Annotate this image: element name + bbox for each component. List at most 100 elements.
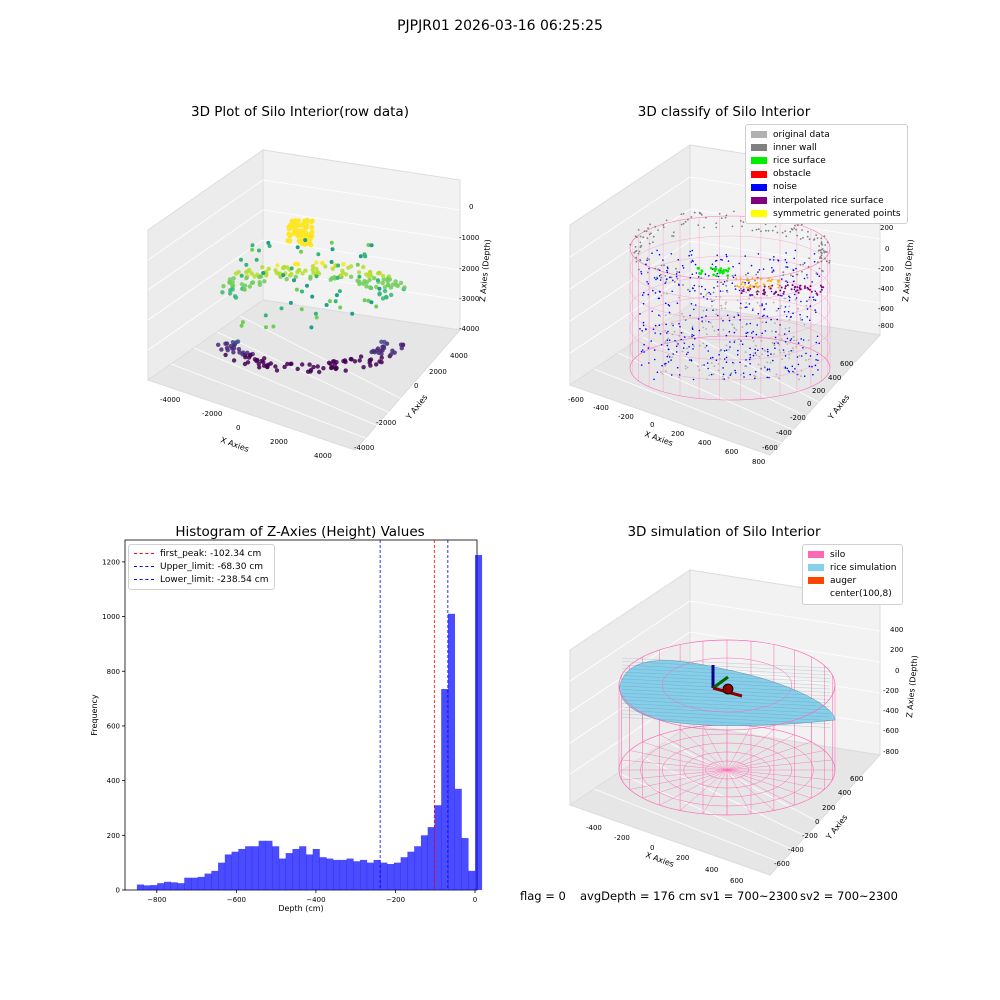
legend-swatch	[808, 551, 824, 559]
noise-point	[660, 344, 663, 346]
z-tick: -400	[878, 285, 894, 293]
data-point	[331, 359, 337, 364]
noise-point	[813, 298, 815, 301]
z-tick: 400	[890, 626, 903, 634]
y-tick: 0	[807, 400, 811, 408]
grid-line	[262, 179, 461, 211]
noise-point	[758, 269, 761, 271]
wall-point	[680, 223, 683, 226]
data-point	[300, 289, 304, 294]
noise-point	[761, 332, 763, 335]
noise-point	[675, 275, 678, 278]
data-point	[346, 265, 351, 270]
noise-point	[808, 296, 811, 299]
original-point	[783, 367, 786, 369]
noise-point	[749, 356, 752, 359]
legend-item-noise: noise	[751, 181, 901, 194]
original-point	[717, 369, 720, 372]
noise-point	[816, 353, 819, 356]
z-tick: -200	[883, 687, 899, 695]
noise-point	[789, 296, 791, 299]
noise-point	[741, 343, 744, 346]
rice-mesh-line	[621, 710, 831, 721]
data-point	[309, 225, 315, 231]
y-tick-label: 1000	[102, 613, 120, 621]
data-point	[239, 273, 244, 278]
x-tick-label: −400	[306, 896, 325, 904]
noise-point	[757, 312, 760, 315]
x-tick: -400	[593, 404, 609, 412]
wall-point	[826, 241, 829, 244]
wall-point	[818, 249, 820, 252]
noise-point	[766, 315, 769, 318]
histogram-bar	[292, 848, 300, 890]
noise-point	[737, 349, 739, 352]
noise-point	[708, 291, 710, 294]
wall-point	[650, 232, 652, 235]
z-tick: 200	[880, 224, 893, 232]
noise-point	[777, 307, 780, 310]
data-point	[279, 306, 284, 311]
legend-swatch	[751, 210, 767, 218]
data-point	[390, 348, 395, 353]
noise-point	[757, 253, 760, 255]
noise-point	[749, 373, 751, 376]
wall-point	[790, 228, 793, 230]
noise-point	[817, 369, 819, 371]
noise-point	[669, 276, 671, 279]
symmetric-point	[751, 285, 754, 288]
noise-point	[797, 342, 800, 344]
noise-point	[664, 282, 666, 284]
wall-point	[638, 250, 641, 253]
data-point	[375, 278, 380, 283]
wall-point	[802, 236, 804, 239]
noise-point	[668, 356, 671, 358]
wall-point	[806, 235, 809, 238]
wall-point	[697, 224, 700, 226]
symmetric-point	[763, 283, 766, 286]
noise-point	[694, 304, 697, 306]
noise-point	[708, 321, 710, 323]
original-point	[659, 315, 662, 317]
data-point	[308, 219, 314, 225]
noise-point	[700, 293, 702, 295]
noise-point	[806, 308, 809, 310]
data-point	[321, 366, 326, 371]
noise-point	[659, 333, 662, 335]
original-point	[705, 294, 708, 296]
wall-point	[684, 220, 687, 223]
panel1-title: 3D Plot of Silo Interior(row data)	[191, 104, 409, 120]
noise-point	[811, 281, 813, 283]
noise-point	[705, 309, 708, 311]
silo-floor-spoke	[702, 726, 728, 771]
silo-top-ring	[618, 639, 836, 731]
noise-point	[799, 314, 801, 316]
wall-point	[807, 265, 810, 268]
original-point	[733, 339, 736, 342]
noise-point	[722, 283, 724, 285]
x-tick: -200	[614, 834, 630, 842]
data-point	[308, 242, 314, 248]
original-point	[671, 333, 674, 336]
wall-point	[637, 229, 640, 231]
noise-point	[710, 373, 713, 376]
noise-point	[800, 355, 803, 357]
rice-point	[714, 267, 718, 271]
noise-point	[743, 376, 745, 378]
original-point	[798, 378, 800, 381]
wall-point	[808, 238, 811, 241]
data-point	[314, 274, 319, 279]
noise-point	[747, 282, 750, 284]
original-point	[766, 294, 768, 297]
wall-point	[767, 229, 770, 232]
histogram-legend: first_peak: -102.34 cm Upper_limit: -68.…	[128, 544, 276, 590]
noise-point	[789, 339, 792, 342]
noise-point	[813, 260, 816, 263]
original-point	[808, 298, 810, 301]
data-point	[343, 368, 348, 373]
noise-point	[749, 363, 751, 365]
original-point	[760, 335, 763, 337]
interp-point	[799, 284, 802, 287]
noise-point	[733, 331, 736, 334]
z-tick: -200	[878, 265, 894, 273]
